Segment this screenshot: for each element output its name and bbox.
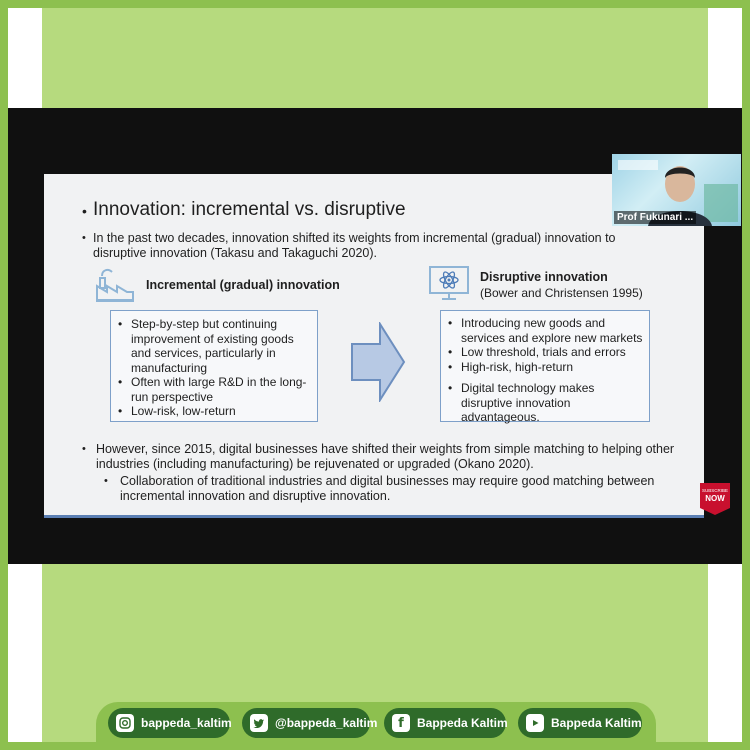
youtube-link[interactable]: Bappeda Kaltim: [518, 708, 642, 738]
facebook-link[interactable]: f Bappeda Kaltim: [384, 708, 508, 738]
instagram-link[interactable]: bappeda_kaltim: [108, 708, 232, 738]
instagram-handle: bappeda_kaltim: [141, 716, 232, 730]
facebook-icon: f: [392, 714, 410, 732]
youtube-name: Bappeda Kaltim: [551, 716, 642, 730]
facebook-name: Bappeda Kaltim: [417, 716, 508, 730]
incremental-box: Step-by-step but continuing improvement …: [110, 310, 318, 422]
subscribe-label: SUBSCRIBE: [701, 488, 728, 493]
intro-text: In the past two decades, innovation shif…: [93, 231, 616, 260]
twitter-link[interactable]: @bappeda_kaltim: [242, 708, 377, 738]
now-label: NOW: [705, 494, 725, 503]
title-bullet: •: [82, 203, 87, 219]
subscribe-now-button[interactable]: SUBSCRIBE NOW: [699, 482, 731, 516]
list-item: High-risk, high-return: [445, 360, 643, 375]
factory-icon: [96, 268, 134, 302]
list-item: Digital technology makes disruptive inno…: [445, 381, 643, 425]
disruptive-heading: Disruptive innovation: [480, 270, 608, 284]
list-item: Introducing new goods and services and e…: [445, 316, 643, 345]
disruptive-subheading: (Bower and Christensen 1995): [480, 286, 643, 300]
list-item: Low threshold, trials and errors: [445, 345, 643, 360]
atom-monitor-icon: [429, 266, 469, 300]
right-arrow-icon: [351, 322, 406, 402]
subscribe-badge-icon: [700, 483, 730, 515]
disruptive-box: Introducing new goods and services and e…: [440, 310, 650, 425]
twitter-handle: @bappeda_kaltim: [275, 716, 378, 730]
however-text: However, since 2015, digital businesses …: [96, 442, 675, 471]
list-item: Low-risk, low-return: [115, 404, 311, 419]
youtube-icon: [526, 714, 544, 732]
intro-bullet: •: [82, 232, 86, 244]
however-bullet: •: [82, 443, 86, 455]
collab-text: Collaboration of traditional industries …: [120, 474, 655, 503]
list-item: Often with large R&D in the long-run per…: [115, 375, 311, 404]
collab-bullet: •: [104, 475, 108, 487]
incremental-heading: Incremental (gradual) innovation: [146, 278, 340, 292]
slide-title: Innovation: incremental vs. disruptive: [93, 199, 406, 220]
twitter-icon: [250, 714, 268, 732]
webcam-name-label: Prof Fukunari ...: [614, 211, 697, 224]
list-item: Step-by-step but continuing improvement …: [115, 317, 311, 375]
instagram-icon: [116, 714, 134, 732]
slide-footer-line: [44, 515, 704, 518]
